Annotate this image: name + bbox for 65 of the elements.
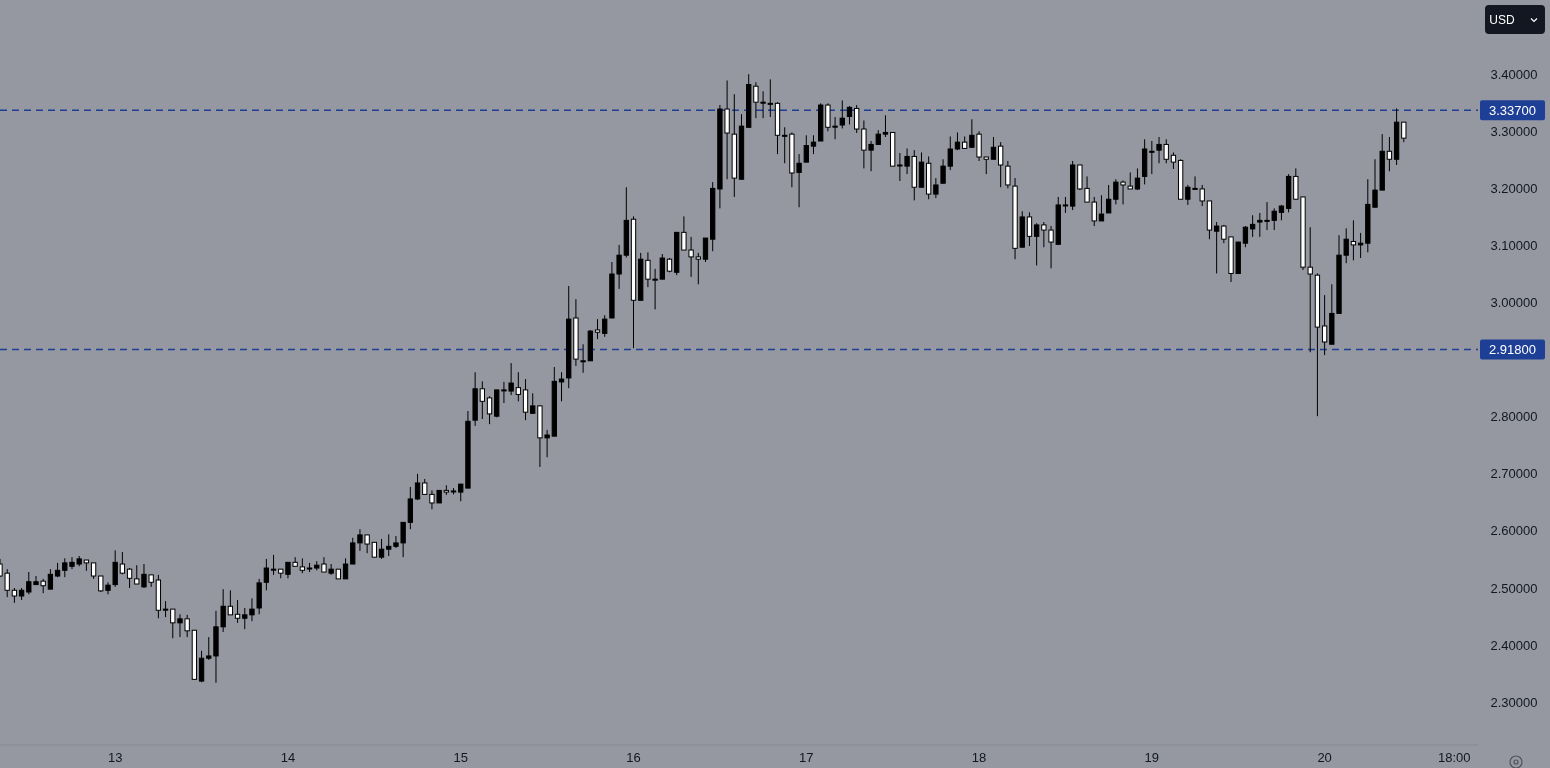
- x-tick-label: 13: [107, 750, 123, 765]
- candlestick: [1026, 211, 1033, 247]
- x-tick-label: 20: [1317, 750, 1332, 765]
- candlestick: [594, 318, 601, 340]
- candlestick: [47, 568, 54, 590]
- candlestick: [112, 549, 118, 588]
- x-tick-label: 19: [1144, 750, 1160, 765]
- candlestick: [1401, 121, 1407, 143]
- candlestick: [846, 105, 853, 125]
- candlestick: [126, 567, 133, 589]
- candlestick: [810, 134, 817, 155]
- candlestick: [1105, 184, 1112, 214]
- candlestick: [998, 141, 1004, 188]
- candlestick: [263, 558, 270, 591]
- candlestick: [1034, 222, 1040, 266]
- y-tick-label: 2.60000: [1490, 523, 1538, 539]
- candlestick: [378, 538, 385, 560]
- candlestick: [342, 557, 349, 580]
- candlestick: [558, 371, 565, 402]
- x-tick-label: 18: [971, 750, 987, 765]
- x-tick-label: 16: [626, 750, 641, 765]
- candlestick: [515, 371, 521, 402]
- candlestick: [1386, 136, 1393, 172]
- x-tick-label: 15: [453, 750, 468, 765]
- ref-line-label: 3.33700: [1489, 102, 1536, 118]
- candlestick: [234, 599, 241, 624]
- candlestick: [933, 177, 939, 199]
- y-tick-label: 2.80000: [1490, 409, 1538, 425]
- candlestick: [1350, 219, 1357, 261]
- candlestick: [1321, 294, 1328, 356]
- y-tick-label: 2.50000: [1490, 580, 1538, 596]
- y-tick-label: 3.10000: [1490, 238, 1538, 254]
- candlestick: [990, 136, 997, 160]
- candlestick: [198, 650, 205, 683]
- y-tick-label: 2.30000: [1490, 694, 1538, 710]
- candlestick: [1242, 225, 1249, 248]
- candlestick: [1357, 232, 1364, 259]
- candlestick: [1149, 140, 1155, 175]
- candlestick: [486, 395, 493, 425]
- candlestick: [522, 378, 529, 421]
- candlestick: [803, 134, 809, 163]
- candlestick: [270, 554, 277, 576]
- candlestick: [839, 99, 845, 129]
- candlestick: [882, 114, 889, 138]
- text: USD: [1489, 12, 1515, 27]
- candlestick: [580, 343, 586, 374]
- x-tick-label: 14: [280, 750, 296, 765]
- candlestick: [1213, 221, 1220, 274]
- x-tick-label: 18:00: [1437, 750, 1471, 765]
- ref-line-label: 2.91800: [1489, 341, 1536, 357]
- candlestick: [1098, 194, 1105, 222]
- y-tick-label: 2.40000: [1490, 637, 1538, 653]
- y-tick-label: 3.20000: [1490, 180, 1538, 196]
- y-tick-label: 2.70000: [1490, 466, 1538, 482]
- candlestick: [854, 104, 860, 134]
- y-tick-label: 3.30000: [1490, 123, 1538, 139]
- candlestick: [414, 473, 421, 501]
- candlestick: [1249, 214, 1256, 238]
- candlestick: [407, 486, 413, 530]
- y-tick-label: 3.00000: [1490, 295, 1538, 311]
- y-tick-label: 3.40000: [1490, 66, 1538, 82]
- candlestick: [702, 237, 709, 263]
- x-tick-label: 17: [799, 750, 814, 765]
- candlestick: [479, 380, 485, 420]
- candlestick: [227, 589, 234, 616]
